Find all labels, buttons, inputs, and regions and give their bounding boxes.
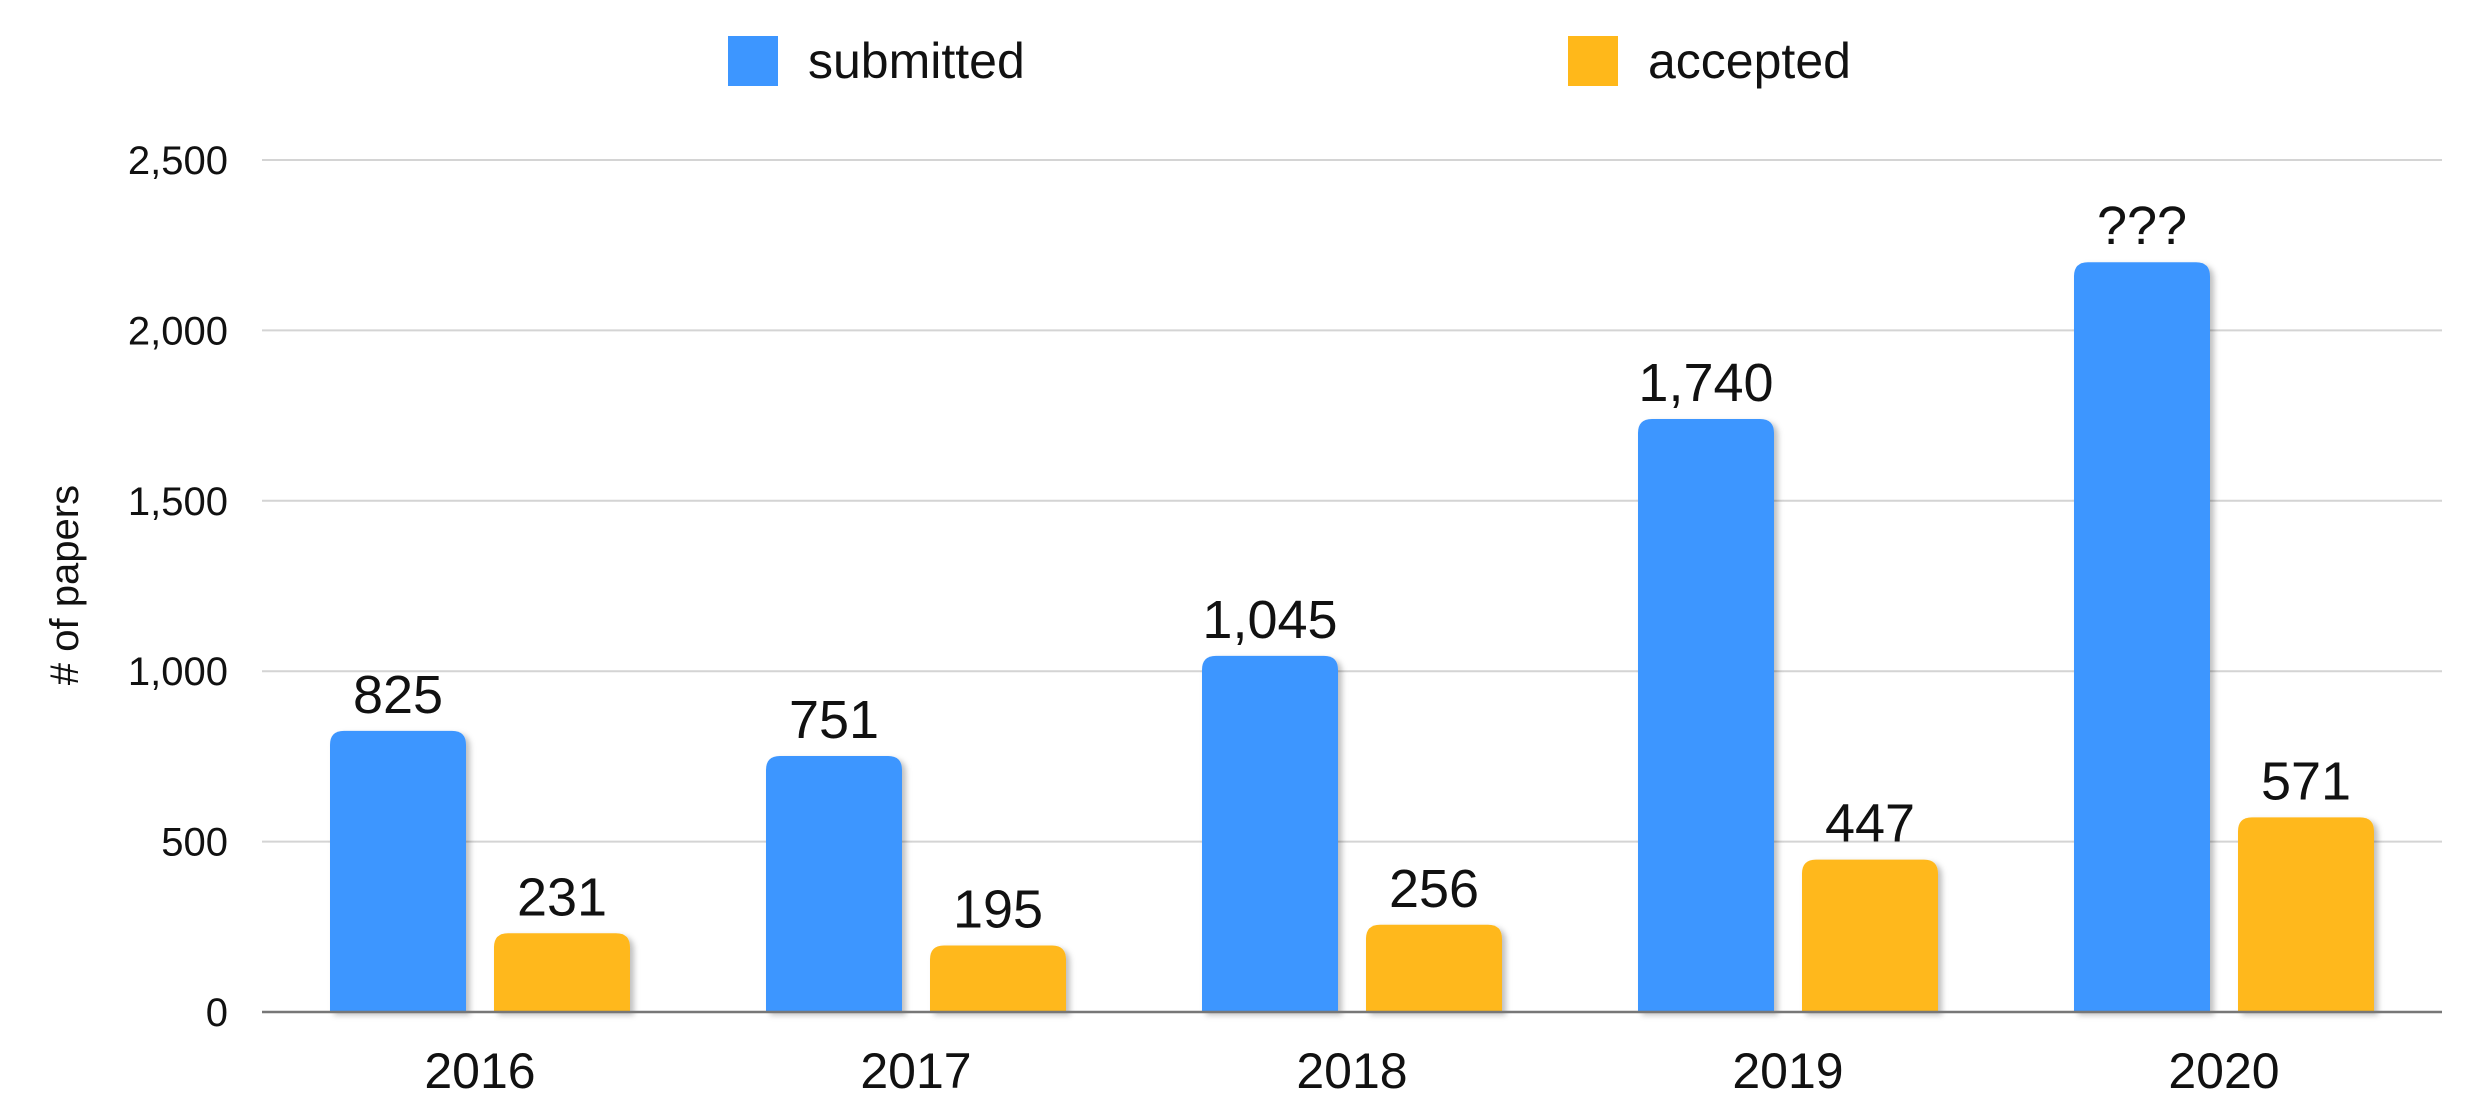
bar-submitted-2017 [766, 756, 902, 1012]
bar-submitted-2020 [2074, 262, 2210, 1012]
data-label-accepted-2016: 231 [517, 867, 607, 927]
x-tick-label: 2020 [2168, 1043, 2279, 1099]
data-label-accepted-2019: 447 [1825, 794, 1915, 854]
y-tick-label: 500 [161, 821, 228, 865]
legend-swatch [728, 36, 778, 86]
data-label-accepted-2017: 195 [953, 880, 1043, 940]
axes: 0 500 1,000 1,500 2,000 2,500 # of papers 2016 2… [43, 139, 2442, 1099]
y-tick-label: 0 [206, 991, 228, 1035]
bar-accepted-2020 [2238, 817, 2374, 1012]
data-label-submitted-2019: 1,740 [1638, 353, 1773, 413]
bar-submitted-2018 [1202, 655, 1338, 1012]
y-axis-title: # of papers [43, 485, 87, 685]
x-tick-label: 2018 [1296, 1043, 1407, 1099]
legend: submitted accepted [728, 33, 1851, 89]
bar-accepted-2016 [494, 933, 630, 1012]
bar-submitted-2016 [330, 730, 466, 1012]
bar-accepted-2019 [1802, 859, 1938, 1012]
y-tick-label: 2,500 [128, 139, 228, 183]
y-tick-label: 2,000 [128, 309, 228, 353]
legend-item-submitted: submitted [728, 33, 1025, 89]
data-label-submitted-2018: 1,045 [1202, 590, 1337, 650]
legend-label: accepted [1648, 33, 1851, 89]
data-label-accepted-2020: 571 [2261, 751, 2351, 811]
data-labels: 825 231 751 195 1,045 256 1,740 447??? 571 [353, 196, 2351, 939]
legend-label: submitted [808, 33, 1025, 89]
bars [330, 262, 2374, 1012]
x-tick-label: 2019 [1732, 1043, 1843, 1099]
x-tick-label: 2016 [424, 1043, 535, 1099]
bar-accepted-2017 [930, 945, 1066, 1012]
y-tick-label: 1,500 [128, 480, 228, 524]
y-tick-label: 1,000 [128, 650, 228, 694]
x-tick-label: 2017 [860, 1043, 971, 1099]
data-label-submitted-2020: ??? [2097, 196, 2187, 256]
bar-accepted-2018 [1366, 924, 1502, 1012]
data-label-submitted-2017: 751 [789, 690, 879, 750]
bar-submitted-2019 [1638, 419, 1774, 1012]
data-label-submitted-2016: 825 [353, 665, 443, 725]
data-label-accepted-2018: 256 [1389, 859, 1479, 919]
legend-item-accepted: accepted [1568, 33, 1851, 89]
legend-swatch [1568, 36, 1618, 86]
